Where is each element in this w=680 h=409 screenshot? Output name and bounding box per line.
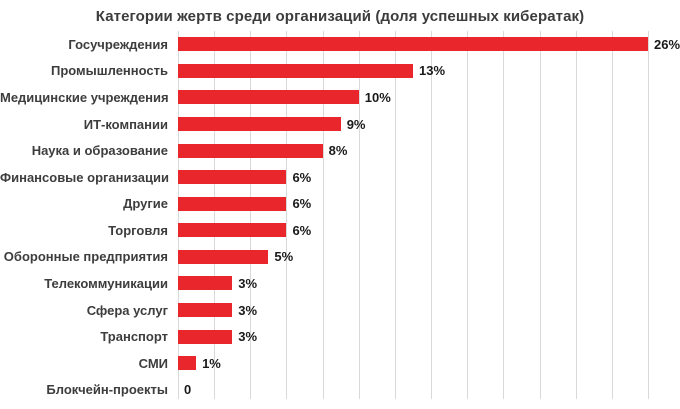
chart-row: Блокчейн-проекты 0 xyxy=(0,377,680,404)
gridline xyxy=(648,31,649,399)
value-label: 13% xyxy=(419,63,446,79)
bar xyxy=(178,117,341,132)
category-label: Промышленность xyxy=(51,63,168,79)
value-label: 6% xyxy=(292,169,312,185)
chart-row: Торговля 6% xyxy=(0,217,680,244)
bar-cell: 3% xyxy=(178,276,648,291)
gridline xyxy=(178,31,179,399)
value-label: 3% xyxy=(238,302,258,318)
bar-cell: 1% xyxy=(178,356,648,371)
bar xyxy=(178,196,287,211)
bar-cell: 9% xyxy=(178,117,648,132)
gridline xyxy=(214,31,216,399)
bar-cell: 0 xyxy=(178,382,648,397)
value-label: 8% xyxy=(328,143,348,159)
gridline xyxy=(322,31,324,399)
category-label: Другие xyxy=(123,196,168,212)
bar xyxy=(178,90,359,105)
category-label: Финансовые организации xyxy=(0,169,169,185)
category-label: ИТ-компании xyxy=(83,116,168,132)
bar xyxy=(178,276,233,291)
bar-cell: 5% xyxy=(178,249,648,264)
bar xyxy=(178,63,413,78)
chart-row: Оборонные предприятия 5% xyxy=(0,244,680,271)
gridlines xyxy=(178,31,649,399)
chart-row: ИТ-компании 9% xyxy=(0,111,680,138)
gridline xyxy=(286,31,288,399)
chart-title: Категории жертв среди организаций (доля … xyxy=(95,8,585,25)
gridline xyxy=(575,31,577,399)
gridline xyxy=(394,31,396,399)
bar-cell: 3% xyxy=(178,303,648,318)
bar xyxy=(178,303,233,318)
gridline xyxy=(358,31,360,399)
value-label: 9% xyxy=(346,116,366,132)
value-label: 0 xyxy=(184,382,192,398)
bar xyxy=(178,223,287,238)
bar xyxy=(178,143,323,158)
chart-row: Медицинские учреждения 10% xyxy=(0,84,680,111)
category-label: Оборонные предприятия xyxy=(3,249,168,265)
gridline xyxy=(250,31,252,399)
category-label: Госучреждения xyxy=(68,36,168,52)
chart-row: Промышленность 13% xyxy=(0,58,680,85)
bar xyxy=(178,329,233,344)
category-label: СМИ xyxy=(138,355,168,371)
bar-cell: 6% xyxy=(178,170,648,185)
chart-rows: Госучреждения 26% Промышленность 13% Медицин… xyxy=(0,31,680,403)
gridline xyxy=(431,31,433,399)
category-label: Блокчейн-проекты xyxy=(46,382,168,398)
chart-row: СМИ 1% xyxy=(0,350,680,377)
value-label: 5% xyxy=(274,249,294,265)
gridline xyxy=(503,31,505,399)
category-label: Сфера услуг xyxy=(86,302,168,318)
value-label: 6% xyxy=(292,222,312,238)
chart-row: Госучреждения 26% xyxy=(0,31,680,58)
bar xyxy=(178,249,269,264)
bar xyxy=(178,37,648,52)
bar-cell: 26% xyxy=(178,37,680,52)
bar xyxy=(178,356,197,371)
gridline xyxy=(539,31,541,399)
bar-cell: 8% xyxy=(178,143,648,158)
chart-row: Сфера услуг 3% xyxy=(0,297,680,324)
category-label: Телекоммуникации xyxy=(44,275,168,291)
value-label: 1% xyxy=(202,355,221,371)
bar xyxy=(178,170,287,185)
bar-cell: 3% xyxy=(178,329,648,344)
chart-body: Госучреждения 26% Промышленность 13% Медицин… xyxy=(0,31,680,403)
bar-cell: 10% xyxy=(178,90,648,105)
gridline xyxy=(467,31,469,399)
chart-row: Финансовые организации 6% xyxy=(0,164,680,191)
value-label: 26% xyxy=(654,36,680,52)
chart-row: Транспорт 3% xyxy=(0,323,680,350)
category-label: Медицинские учреждения xyxy=(0,89,169,105)
chart-row: Телекоммуникации 3% xyxy=(0,270,680,297)
category-label: Торговля xyxy=(108,222,168,238)
bar-cell: 13% xyxy=(178,63,648,78)
category-label: Наука и образование xyxy=(31,143,168,159)
value-label: 6% xyxy=(292,196,312,212)
value-label: 3% xyxy=(238,329,258,345)
gridline xyxy=(611,31,613,399)
bar-cell: 6% xyxy=(178,196,648,211)
value-label: 10% xyxy=(364,89,391,105)
chart-row: Наука и образование 8% xyxy=(0,137,680,164)
chart-row: Другие 6% xyxy=(0,190,680,217)
bar-cell: 6% xyxy=(178,223,648,238)
category-label: Транспорт xyxy=(100,329,168,345)
value-label: 3% xyxy=(238,275,258,291)
